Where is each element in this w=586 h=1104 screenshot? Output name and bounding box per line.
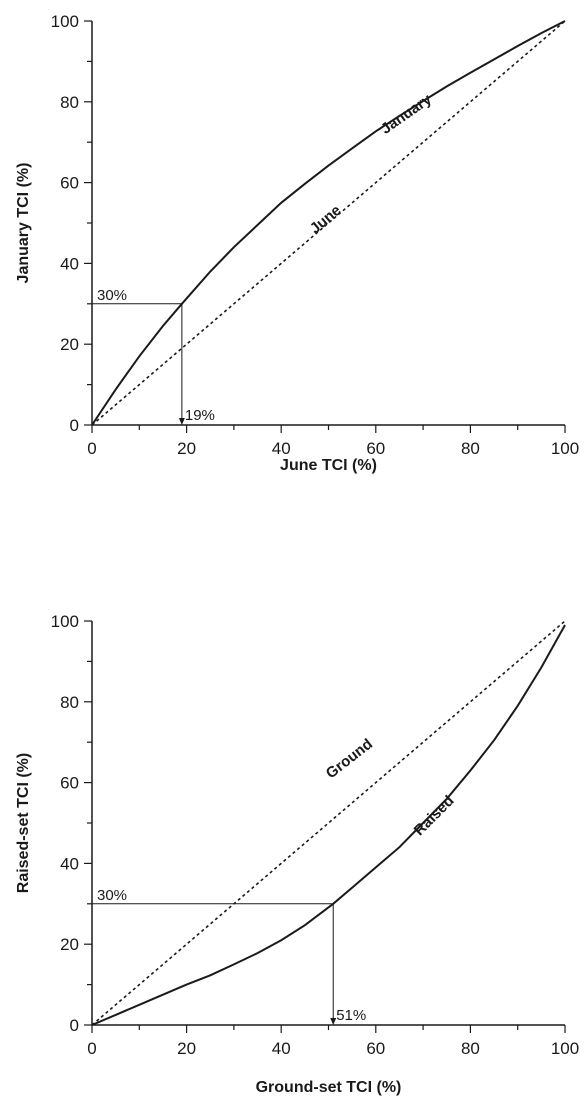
tick-labels: 0 20 40 60 80 100 0 20 40 60 80 100 xyxy=(51,612,580,1058)
guide-lines xyxy=(92,303,183,419)
y-tick-label: 40 xyxy=(60,254,79,273)
series-line-january xyxy=(91,20,566,426)
chart-top: 0 20 40 60 80 100 0 20 40 60 80 100 30% 19% January… xyxy=(15,12,579,474)
x-tick-label: 60 xyxy=(366,1039,385,1058)
y-axis-title: Raised-set TCI (%) xyxy=(15,753,32,893)
series-label-january: January xyxy=(378,90,435,137)
annotation-x: 51% xyxy=(336,1007,366,1024)
x-tick-label: 60 xyxy=(366,439,385,458)
series-label-ground: Ground xyxy=(323,735,376,782)
series-label-june: June xyxy=(307,202,345,238)
x-tick-label: 80 xyxy=(461,1039,480,1058)
annotation-y: 30% xyxy=(97,887,127,904)
y-tick-label: 0 xyxy=(70,1016,79,1035)
y-tick-label: 80 xyxy=(60,93,79,112)
x-tick-label: 40 xyxy=(272,439,291,458)
x-tick-label: 80 xyxy=(461,439,480,458)
x-axis-title: June TCI (%) xyxy=(280,457,377,474)
series-line-june xyxy=(91,20,566,426)
series-label-raised: Raised xyxy=(411,792,458,839)
y-tick-label: 40 xyxy=(60,854,79,873)
tick-labels: 0 20 40 60 80 100 0 20 40 60 80 100 xyxy=(51,12,580,458)
tick-marks xyxy=(84,20,566,433)
x-axis-title: Ground-set TCI (%) xyxy=(256,1079,402,1096)
y-tick-label: 60 xyxy=(60,774,79,793)
arrowhead xyxy=(330,1018,337,1025)
x-tick-label: 20 xyxy=(177,439,196,458)
y-tick-label: 80 xyxy=(60,693,79,712)
annotation-y: 30% xyxy=(97,287,127,304)
x-tick-label: 0 xyxy=(87,1039,96,1058)
x-tick-label: 20 xyxy=(177,1039,196,1058)
series-line-ground xyxy=(91,620,566,1026)
y-tick-label: 20 xyxy=(60,335,79,354)
x-tick-label: 40 xyxy=(272,1039,291,1058)
guide-lines xyxy=(92,903,334,1019)
tick-marks xyxy=(84,620,566,1033)
x-tick-label: 100 xyxy=(551,1039,579,1058)
arrowhead xyxy=(178,418,185,425)
x-tick-label: 100 xyxy=(551,439,579,458)
y-axis-title: January TCI (%) xyxy=(15,163,32,284)
y-tick-label: 100 xyxy=(51,612,79,631)
y-tick-label: 20 xyxy=(60,935,79,954)
annotation-x: 19% xyxy=(185,407,215,424)
y-tick-label: 100 xyxy=(51,12,79,31)
x-tick-label: 0 xyxy=(87,439,96,458)
y-tick-label: 0 xyxy=(70,416,79,435)
y-tick-label: 60 xyxy=(60,174,79,193)
